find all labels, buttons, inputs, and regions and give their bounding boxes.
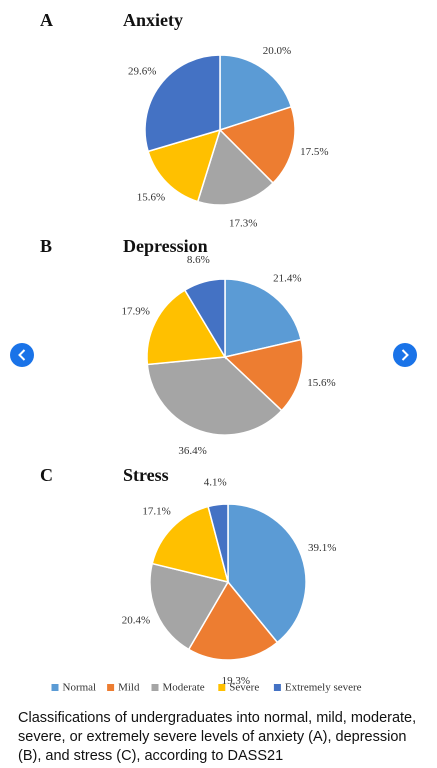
legend-label: Normal — [63, 682, 97, 694]
value-label: 17.3% — [229, 218, 257, 230]
figure: A Anxiety 20.0% 17.5% 17.3% 15.6% 29.6% B Depres… — [10, 10, 417, 694]
value-label: 8.6% — [187, 254, 210, 266]
panel-letter: A — [40, 10, 53, 30]
chart-title: Anxiety — [123, 10, 183, 30]
value-label: 36.4% — [178, 445, 206, 457]
value-label: 15.6% — [137, 192, 165, 204]
pie-slice — [146, 289, 227, 366]
legend-label: Moderate — [163, 682, 205, 694]
pie-slice — [151, 505, 230, 584]
pie-slice — [207, 503, 229, 583]
legend-swatch — [107, 684, 115, 691]
pie-slice — [146, 356, 283, 436]
value-label: 29.6% — [128, 66, 156, 78]
pie-slice — [227, 503, 307, 644]
legend-swatch — [273, 684, 281, 691]
pie-slice — [219, 54, 293, 132]
value-label: 20.4% — [122, 615, 150, 627]
value-label: 17.1% — [142, 505, 170, 517]
pie-slice — [183, 278, 226, 360]
pie-slice — [147, 128, 222, 203]
value-label: 19.3% — [222, 675, 250, 687]
value-label: 17.9% — [121, 306, 149, 318]
arrow-icon — [18, 349, 26, 361]
caption: Classifications of undergraduates into n… — [18, 710, 417, 764]
pie-slice — [223, 338, 304, 412]
pie-slice — [149, 562, 230, 651]
legend-label: Mild — [118, 682, 140, 694]
value-label: 15.6% — [307, 377, 335, 389]
panel-letter: C — [40, 465, 53, 485]
legend-label: Extremely severe — [285, 682, 362, 694]
prev-button[interactable] — [10, 343, 34, 367]
legend-swatch — [151, 684, 159, 691]
value-label: 4.1% — [204, 476, 227, 488]
next-button[interactable] — [393, 343, 417, 367]
legend-swatch — [51, 684, 59, 691]
value-label: 21.4% — [273, 272, 301, 284]
panel-letter: B — [40, 236, 52, 256]
arrow-icon — [401, 349, 409, 361]
chart-title: Depression — [123, 236, 208, 256]
legend-swatch — [218, 684, 226, 691]
pie-slice — [196, 128, 275, 206]
pie-slice — [218, 105, 296, 185]
pie-slice — [144, 54, 221, 153]
legend-label: Severe — [229, 682, 259, 694]
pie-slice — [187, 580, 279, 661]
pie-slice — [224, 278, 302, 358]
value-label: 20.0% — [263, 45, 291, 57]
chart-title: Stress — [123, 465, 169, 485]
value-label: 17.5% — [300, 146, 328, 158]
value-label: 39.1% — [308, 542, 336, 554]
